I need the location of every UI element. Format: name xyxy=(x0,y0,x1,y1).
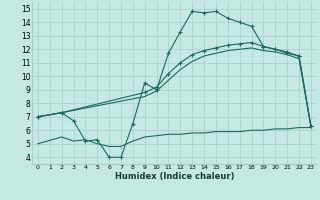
X-axis label: Humidex (Indice chaleur): Humidex (Indice chaleur) xyxy=(115,172,234,181)
